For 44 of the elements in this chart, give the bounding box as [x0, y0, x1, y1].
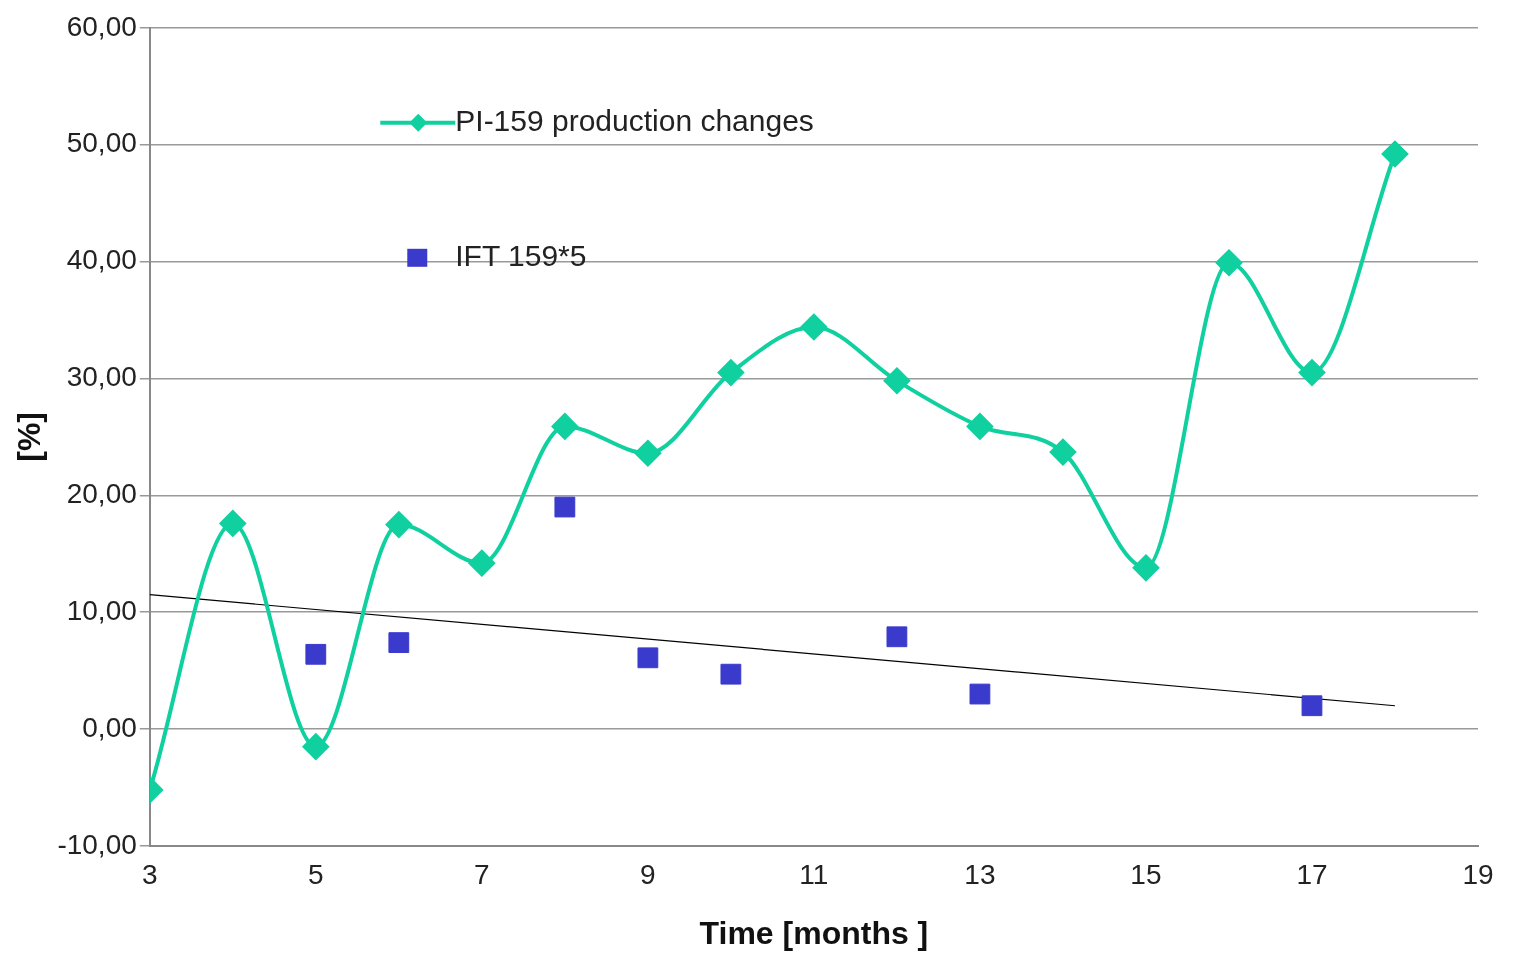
point: [1049, 439, 1076, 466]
x-tick-label: 13: [964, 858, 996, 890]
point: [219, 510, 246, 537]
point: [883, 367, 910, 394]
point: [1215, 249, 1242, 276]
point: [1298, 359, 1325, 386]
point: [800, 314, 827, 341]
point: [305, 643, 327, 665]
legend-label: IFT 159*5: [455, 239, 587, 273]
y-tick-label: 20,00: [66, 478, 137, 510]
legend-label: PI-159 production changes: [455, 104, 814, 138]
x-tick-label: 5: [308, 858, 324, 890]
y-axis-title: [%]: [11, 412, 48, 462]
y-tick-label: 0,00: [82, 711, 137, 743]
y-tick-label: 30,00: [66, 361, 137, 393]
point: [551, 413, 578, 440]
x-tick-label: 19: [1462, 858, 1494, 890]
point: [302, 733, 329, 760]
x-tick-label: 15: [1130, 858, 1162, 890]
point: [886, 626, 908, 648]
y-tick-label: -10,00: [57, 828, 137, 860]
point: [966, 413, 993, 440]
point: [388, 632, 410, 654]
point: [1301, 695, 1323, 717]
x-tick-label: 11: [799, 858, 829, 890]
point: [717, 359, 744, 386]
x-tick-label: 7: [474, 858, 490, 890]
point: [1132, 554, 1159, 581]
point: [385, 511, 412, 538]
y-tick-label: 50,00: [66, 127, 137, 159]
point: [1381, 141, 1408, 168]
point: [720, 663, 742, 685]
y-tick-label: 40,00: [66, 244, 137, 276]
x-tick-label: 17: [1296, 858, 1328, 890]
y-tick-label: 60,00: [66, 10, 137, 42]
point: [554, 496, 576, 518]
x-tick-label: 3: [142, 858, 158, 890]
point: [634, 440, 661, 467]
point: [637, 647, 659, 669]
point: [969, 683, 991, 705]
x-axis-title: Time [months ]: [699, 914, 929, 951]
point: [468, 550, 495, 577]
x-tick-label: 9: [640, 858, 656, 890]
y-tick-label: 10,00: [66, 594, 137, 626]
